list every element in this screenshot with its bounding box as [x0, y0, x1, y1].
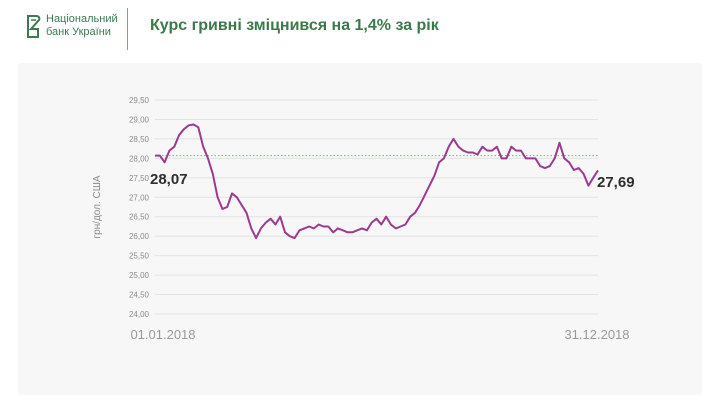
y-tick-label: 29,50 — [129, 96, 150, 105]
x-start-label: 01.01.2018 — [130, 327, 195, 342]
nbu-logo-icon — [27, 15, 41, 38]
y-tick-labels: 24,00 24,50 25,00 25,50 26,00 26,50 27,00 27,50… — [129, 96, 150, 319]
y-tick-label: 24,00 — [129, 310, 150, 319]
y-tick-label: 27,50 — [129, 174, 150, 183]
x-end-label: 31.12.2018 — [564, 327, 629, 342]
header-divider — [127, 8, 128, 50]
y-tick-label: 27,00 — [129, 193, 150, 202]
end-value-label: 27,69 — [597, 174, 635, 191]
y-tick-label: 26,00 — [129, 232, 150, 241]
header: Національний банк України Курс гривні зм… — [0, 0, 720, 56]
y-tick-label: 29,00 — [129, 115, 150, 124]
y-tick-label: 28,50 — [129, 135, 150, 144]
y-tick-label: 28,00 — [129, 154, 150, 163]
bank-name-line2: банк України — [46, 26, 111, 38]
y-tick-label: 25,00 — [129, 271, 150, 280]
y-tick-label: 25,50 — [129, 252, 150, 261]
series-line — [155, 123, 599, 240]
bank-name: Національний банк України — [46, 13, 126, 39]
page-title: Курс гривні зміцнився на 1,4% за рік — [150, 17, 439, 34]
y-tick-label: 26,50 — [129, 213, 150, 222]
y-tick-label: 24,50 — [129, 291, 150, 300]
bank-name-line1: Національний — [46, 13, 118, 25]
y-axis-label: грн/дол. США — [92, 175, 103, 238]
start-value-label: 28,07 — [150, 171, 188, 188]
grid-lines — [155, 99, 598, 315]
